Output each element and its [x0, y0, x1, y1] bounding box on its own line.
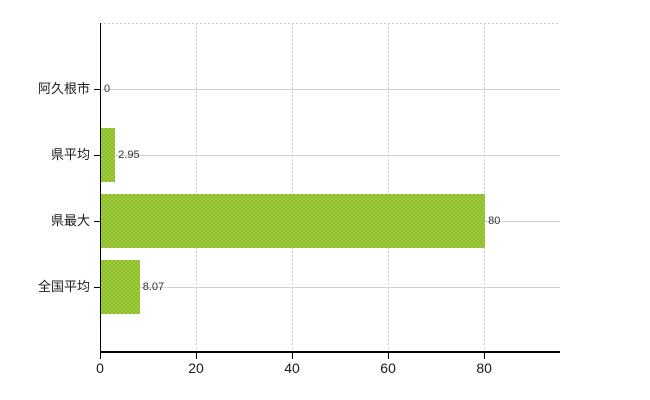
- bar: [101, 128, 116, 182]
- x-tick-label: 0: [96, 360, 104, 376]
- y-axis-tick: [94, 88, 100, 90]
- y-axis-tick: [94, 154, 100, 156]
- category-label: 全国平均: [37, 279, 90, 294]
- x-axis-tick: [291, 353, 293, 359]
- bar: [101, 194, 486, 248]
- x-axis-tick: [195, 353, 197, 359]
- vertical-gridline: [195, 23, 197, 353]
- plot-top-border: [100, 23, 560, 24]
- plot-area: 0 20 40 60 80 阿久根市 0 県平均 2.95 県最大 80 全国平均 8.07: [38, 23, 560, 376]
- x-tick-label: 40: [284, 360, 300, 376]
- horizontal-gridline: [100, 286, 560, 288]
- x-axis-tick: [99, 353, 101, 359]
- horizontal-gridline: [100, 154, 560, 156]
- x-axis-line: [100, 351, 560, 353]
- y-axis-tick: [94, 286, 100, 288]
- vertical-gridline: [291, 23, 293, 353]
- x-tick-label: 60: [380, 360, 396, 376]
- y-axis-tick: [94, 220, 100, 222]
- category-label: 阿久根市: [37, 81, 90, 96]
- y-axis-line: [100, 23, 101, 353]
- x-tick-label: 80: [476, 360, 492, 376]
- x-axis-tick: [387, 353, 389, 359]
- vertical-gridline: [387, 23, 389, 353]
- value-label: 2.95: [118, 149, 140, 161]
- category-label: 県最大: [50, 213, 90, 228]
- value-label: 0: [104, 83, 111, 95]
- category-label: 県平均: [50, 147, 90, 162]
- x-axis-tick: [483, 353, 485, 359]
- bar: [101, 260, 140, 314]
- x-tick-label: 20: [188, 360, 204, 376]
- value-label: 80: [488, 215, 501, 227]
- horizontal-gridline: [100, 88, 560, 90]
- value-label: 8.07: [142, 281, 165, 293]
- vertical-gridline: [483, 23, 485, 353]
